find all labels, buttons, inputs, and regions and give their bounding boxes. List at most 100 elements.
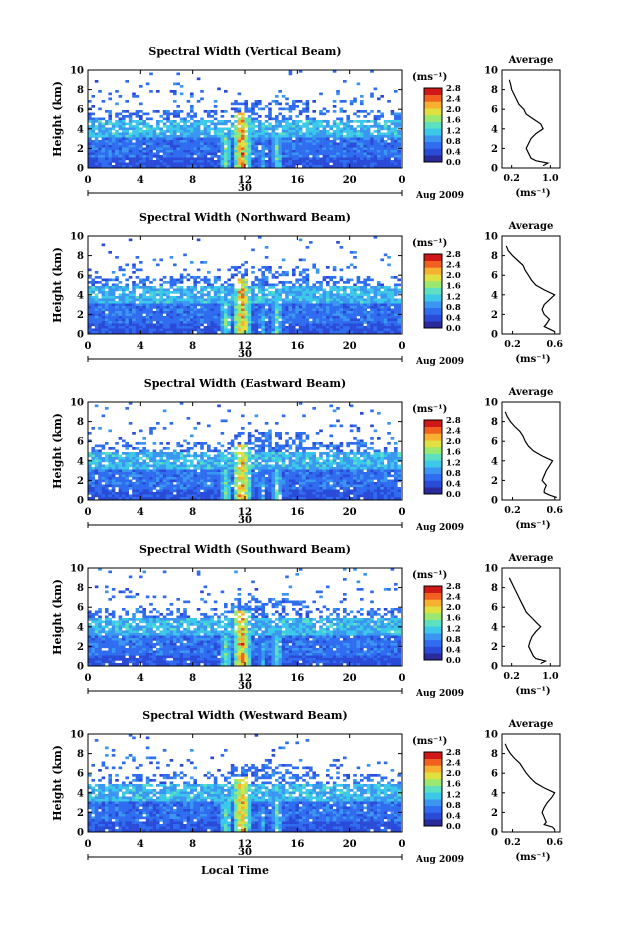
heatmap-cell (128, 132, 133, 136)
heatmap-cell (390, 308, 395, 312)
heatmap-cell (251, 331, 255, 334)
heatmap-cell (312, 447, 316, 450)
heatmap-cell (179, 444, 184, 448)
heatmap-cell (349, 165, 354, 168)
heatmap-cell (142, 157, 146, 161)
heatmap-cell (207, 447, 211, 450)
heatmap-cell (329, 306, 333, 309)
heatmap-cell (298, 469, 303, 473)
heatmap-cell (159, 132, 163, 136)
heatmap-cell (179, 152, 184, 156)
heatmap-cell (326, 135, 330, 138)
heatmap-cell (115, 306, 119, 309)
heatmap-cell (159, 258, 163, 262)
heatmap-cell (159, 293, 163, 297)
heatmap-cell (373, 135, 378, 138)
heatmap-cell (162, 110, 167, 113)
heatmap-cell (203, 150, 208, 153)
heatmap-cell (305, 286, 310, 289)
heatmap-cell (179, 402, 184, 405)
heatmap-cell (135, 130, 140, 133)
heatmap-cell (125, 472, 129, 475)
heatmap-cell (251, 145, 255, 148)
heatmap-cell (173, 110, 177, 113)
heatmap-cell (230, 442, 235, 445)
heatmap-cell (305, 157, 310, 161)
heatmap-cell (315, 132, 320, 136)
heatmap-cell (261, 157, 265, 161)
heatmap-cell (207, 301, 211, 304)
heatmap-cell (203, 145, 208, 148)
heatmap-cell (258, 301, 262, 304)
heatmap-cell (258, 278, 262, 282)
heatmap-cell (217, 122, 221, 126)
heatmap-cell (115, 145, 119, 148)
heatmap-cell (200, 137, 204, 141)
heatmap-cell (176, 110, 180, 113)
heatmap-cell (312, 454, 316, 458)
heatmap-cell (251, 442, 255, 445)
heatmap-cell (88, 157, 92, 161)
heatmap-cell (373, 311, 378, 314)
heatmap-cell (132, 291, 136, 294)
heatmap-cell (152, 472, 157, 475)
heatmap-cell (241, 306, 245, 309)
heatmap-cell (387, 462, 391, 465)
heatmap-cell (91, 160, 95, 163)
heatmap-cell (237, 140, 242, 143)
heatmap-cell (247, 130, 252, 133)
heatmap-cell (370, 437, 374, 440)
heatmap-cell (169, 256, 174, 259)
heatmap-cell (295, 464, 299, 468)
heatmap-cell (302, 439, 306, 443)
heatmap-cell (111, 464, 116, 468)
y-tick-label: 0 (77, 164, 84, 175)
heatmap-cell (258, 157, 262, 161)
heatmap-cell (370, 409, 374, 413)
heatmap-cell (190, 323, 194, 327)
heatmap-cell (196, 165, 201, 168)
heatmap-cell (237, 137, 242, 141)
heatmap-cell (295, 298, 299, 302)
heatmap-cell (377, 467, 381, 470)
heatmap-cell (387, 100, 391, 103)
heatmap-cell (220, 145, 225, 148)
heatmap-cell (169, 122, 174, 126)
heatmap-cell (145, 112, 150, 116)
heatmap-cell (326, 147, 330, 151)
heatmap-cell (356, 323, 361, 327)
heatmap-cell (196, 157, 201, 161)
profile-y-tick-label: 2 (491, 310, 498, 321)
heatmap-cell (247, 454, 252, 458)
heatmap-cell (241, 298, 245, 302)
heatmap-cell (315, 459, 320, 463)
heatmap-cell (227, 162, 231, 166)
heatmap-cell (132, 467, 136, 470)
heatmap-cell (91, 459, 95, 463)
heatmap-cell (360, 318, 364, 322)
heatmap-cell (159, 467, 163, 470)
heatmap-cell (346, 152, 350, 156)
heatmap-cell (288, 293, 293, 297)
heatmap-cell (220, 130, 225, 133)
heatmap-cell (268, 147, 272, 151)
heatmap-cell (275, 120, 279, 123)
heatmap-cell (319, 132, 323, 136)
heatmap-cell (183, 454, 187, 458)
heatmap-cell (162, 137, 167, 141)
heatmap-cell (166, 308, 170, 312)
heatmap-cell (298, 157, 303, 161)
y-axis-label: Height (km) (51, 247, 64, 323)
heatmap-cell (247, 135, 252, 138)
heatmap-cell (234, 157, 238, 161)
heatmap-cell (241, 162, 245, 166)
heatmap-cell (132, 308, 136, 312)
heatmap-cell (298, 434, 303, 438)
heatmap-cell (336, 303, 340, 307)
date-label: 30 (238, 183, 252, 194)
heatmap-cell (179, 454, 184, 458)
heatmap-cell (166, 150, 170, 153)
heatmap-cell (145, 469, 150, 473)
heatmap-cell (111, 328, 116, 332)
heatmap-cell (268, 125, 272, 128)
